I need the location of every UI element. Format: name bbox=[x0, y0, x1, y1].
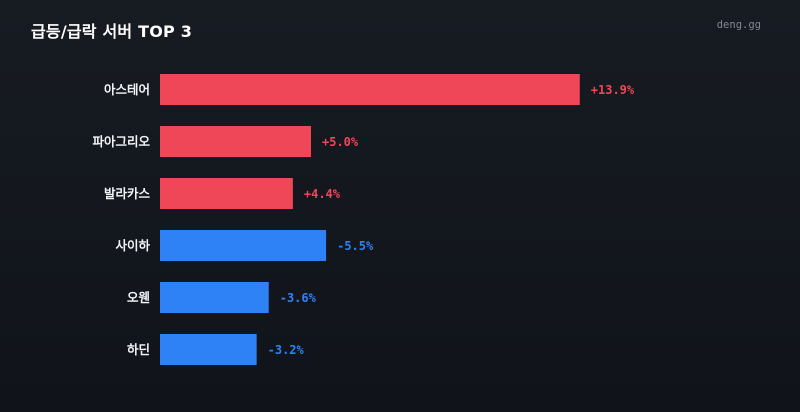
bar bbox=[160, 230, 327, 261]
value-label: +13.9% bbox=[591, 83, 635, 97]
category-label: 발라카스 bbox=[104, 186, 151, 201]
bar bbox=[160, 334, 257, 365]
category-label: 하딘 bbox=[127, 342, 150, 357]
value-label: +4.4% bbox=[304, 187, 341, 201]
bar bbox=[160, 74, 580, 105]
bar bbox=[160, 126, 311, 157]
value-label: -5.5% bbox=[337, 239, 374, 253]
bar bbox=[160, 178, 293, 209]
value-label: -3.2% bbox=[268, 343, 305, 357]
category-label: 오웬 bbox=[127, 290, 150, 305]
value-label: -3.6% bbox=[280, 291, 317, 305]
category-label: 사이하 bbox=[115, 238, 150, 253]
category-label: 파아그리오 bbox=[92, 134, 150, 149]
page-title: 급등/급락 서버 TOP 3 bbox=[31, 22, 193, 41]
brand-label: deng.gg bbox=[716, 19, 761, 31]
bar bbox=[160, 282, 269, 313]
value-label: +5.0% bbox=[322, 135, 359, 149]
category-label: 아스테어 bbox=[104, 82, 150, 97]
